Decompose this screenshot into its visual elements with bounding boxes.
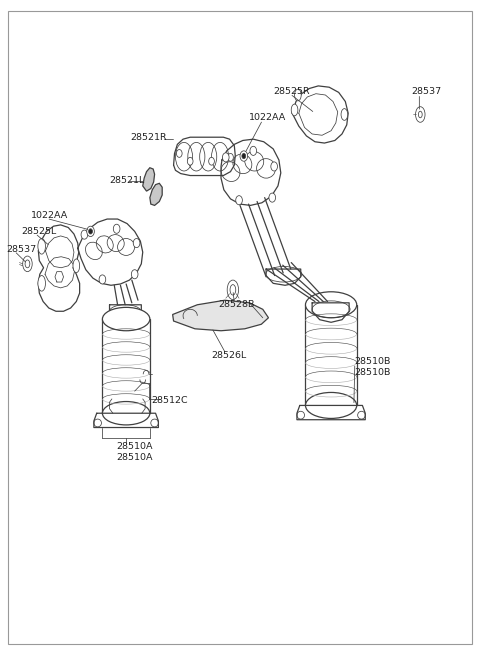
Ellipse shape — [87, 226, 95, 236]
Ellipse shape — [23, 256, 32, 272]
Text: 28512C: 28512C — [151, 396, 187, 405]
Ellipse shape — [236, 196, 242, 205]
Ellipse shape — [99, 275, 106, 284]
Ellipse shape — [73, 259, 80, 272]
Polygon shape — [150, 183, 162, 206]
Text: 28525R: 28525R — [273, 86, 310, 96]
Ellipse shape — [228, 153, 233, 161]
Ellipse shape — [271, 162, 277, 171]
Ellipse shape — [240, 151, 248, 161]
Text: 28521L: 28521L — [109, 176, 144, 185]
Ellipse shape — [250, 146, 257, 155]
Ellipse shape — [102, 402, 150, 425]
Text: 1022AA: 1022AA — [249, 113, 286, 122]
Ellipse shape — [187, 157, 193, 165]
Ellipse shape — [295, 89, 301, 101]
Polygon shape — [143, 168, 155, 191]
Text: 28525L: 28525L — [22, 227, 57, 236]
Ellipse shape — [242, 153, 246, 159]
Ellipse shape — [81, 230, 88, 239]
Ellipse shape — [177, 149, 182, 157]
Ellipse shape — [416, 107, 425, 122]
Ellipse shape — [419, 111, 422, 118]
Ellipse shape — [113, 224, 120, 233]
Text: 28510A: 28510A — [117, 443, 153, 451]
Text: 28521R: 28521R — [130, 134, 167, 142]
Ellipse shape — [38, 276, 46, 291]
Ellipse shape — [222, 153, 229, 162]
Polygon shape — [173, 300, 268, 331]
Ellipse shape — [305, 392, 357, 419]
Ellipse shape — [227, 280, 239, 299]
Ellipse shape — [89, 229, 93, 234]
Ellipse shape — [305, 291, 357, 318]
Ellipse shape — [209, 157, 215, 165]
Ellipse shape — [38, 238, 46, 254]
Text: 28510A: 28510A — [117, 453, 153, 462]
Ellipse shape — [132, 270, 138, 279]
Ellipse shape — [341, 109, 348, 121]
Text: 28537: 28537 — [412, 86, 442, 96]
Text: 28528B: 28528B — [219, 300, 255, 309]
Ellipse shape — [133, 238, 140, 248]
Text: 28510B: 28510B — [354, 369, 390, 377]
Ellipse shape — [102, 307, 150, 331]
Ellipse shape — [291, 104, 298, 116]
Ellipse shape — [25, 260, 30, 268]
Ellipse shape — [230, 285, 236, 295]
Text: 28537: 28537 — [7, 245, 36, 254]
Ellipse shape — [269, 193, 276, 202]
Text: 28510B: 28510B — [354, 357, 390, 365]
Text: 1022AA: 1022AA — [31, 212, 69, 220]
Text: 28526L: 28526L — [212, 351, 247, 360]
